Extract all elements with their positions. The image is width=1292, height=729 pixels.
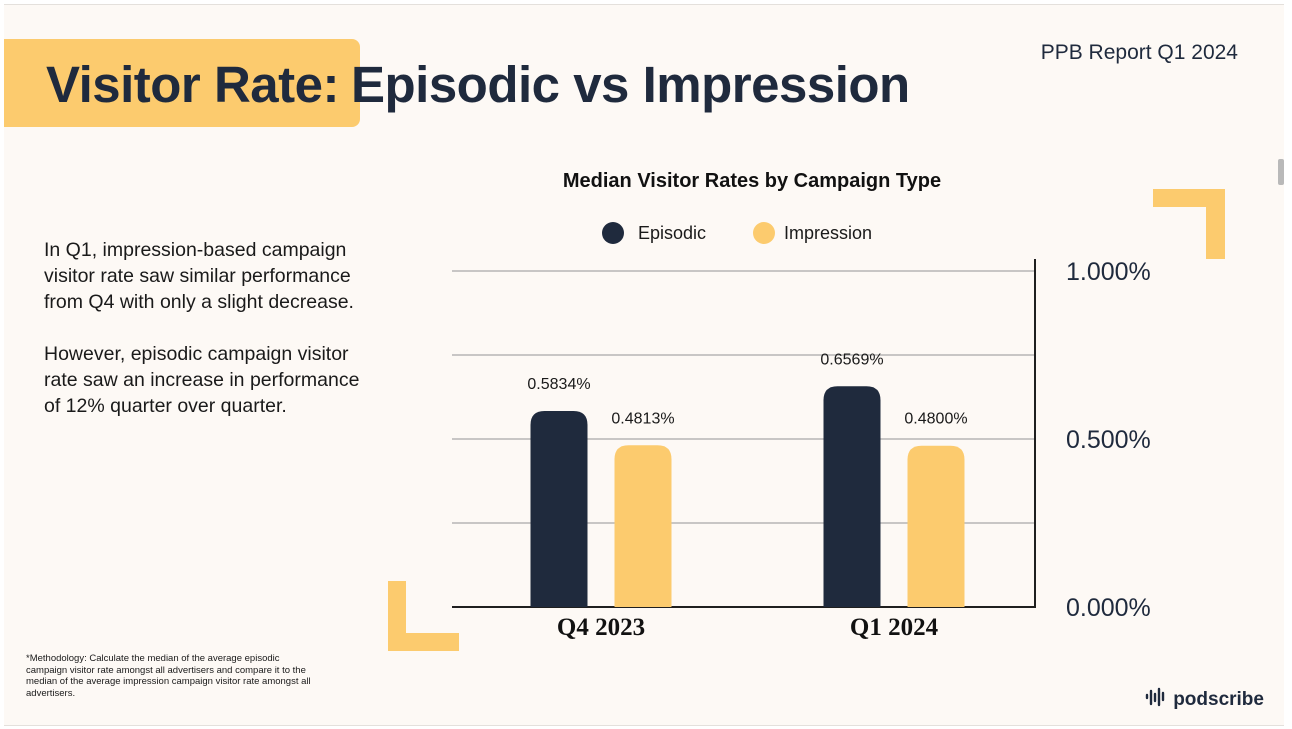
x-tick-label: Q1 2024 [850, 614, 939, 641]
brand-name: podscribe [1173, 689, 1264, 710]
corner-top-right-vertical [1206, 189, 1225, 259]
y-tick-label: 0.500% [1066, 426, 1151, 454]
scrollbar-thumb[interactable] [1278, 159, 1284, 185]
body-text: In Q1, impression-based campaign visitor… [44, 237, 364, 445]
legend-label-episodic: Episodic [638, 223, 706, 243]
bar-impression-2 [907, 445, 965, 607]
page-title: Visitor Rate: Episodic vs Impression [46, 53, 910, 117]
x-tick-label: Q4 2023 [557, 614, 645, 641]
waveform-icon [1145, 686, 1167, 714]
chart-bars [530, 386, 965, 607]
value-label-episodic-1: 0.5834% [527, 376, 590, 393]
brand-logo: podscribe [1145, 686, 1264, 714]
y-tick-label: 0.000% [1066, 594, 1151, 622]
body-paragraph-2: However, episodic campaign visitor rate … [44, 343, 360, 417]
value-label-episodic-2: 0.6569% [820, 351, 883, 368]
title-highlight-text: Visitor Rate: [46, 56, 339, 113]
corner-bottom-left-horizontal [388, 633, 459, 651]
bar-episodic-1 [530, 410, 588, 607]
methodology-note: *Methodology: Calculate the median of th… [26, 653, 311, 699]
slide: Visitor Rate: Episodic vs Impression PPB … [4, 4, 1284, 726]
body-paragraph-1: In Q1, impression-based campaign visitor… [44, 239, 354, 313]
title-highlight [4, 39, 360, 127]
chart-value-labels: 0.5834% 0.4813% 0.6569% 0.4800% [527, 351, 967, 427]
chart: Median Visitor Rates by Campaign Type Ep… [452, 170, 1151, 641]
legend-swatch-impression [753, 222, 775, 244]
value-label-impression-1: 0.4813% [611, 410, 674, 427]
value-label-impression-2: 0.4800% [904, 411, 967, 428]
title-rest-text: Episodic vs Impression [350, 56, 910, 113]
chart-title: Median Visitor Rates by Campaign Type [563, 170, 941, 192]
bar-impression-1 [614, 445, 672, 607]
chart-y-labels: 1.000% 0.500% 0.000% [1066, 258, 1151, 622]
chart-legend: Episodic Impression [602, 222, 872, 244]
report-label: PPB Report Q1 2024 [1040, 41, 1238, 64]
legend-swatch-episodic [602, 222, 624, 244]
y-tick-label: 1.000% [1066, 258, 1151, 286]
bar-episodic-2 [823, 386, 881, 607]
legend-label-impression: Impression [784, 223, 872, 243]
chart-x-labels: Q4 2023 Q1 2024 [557, 614, 939, 641]
